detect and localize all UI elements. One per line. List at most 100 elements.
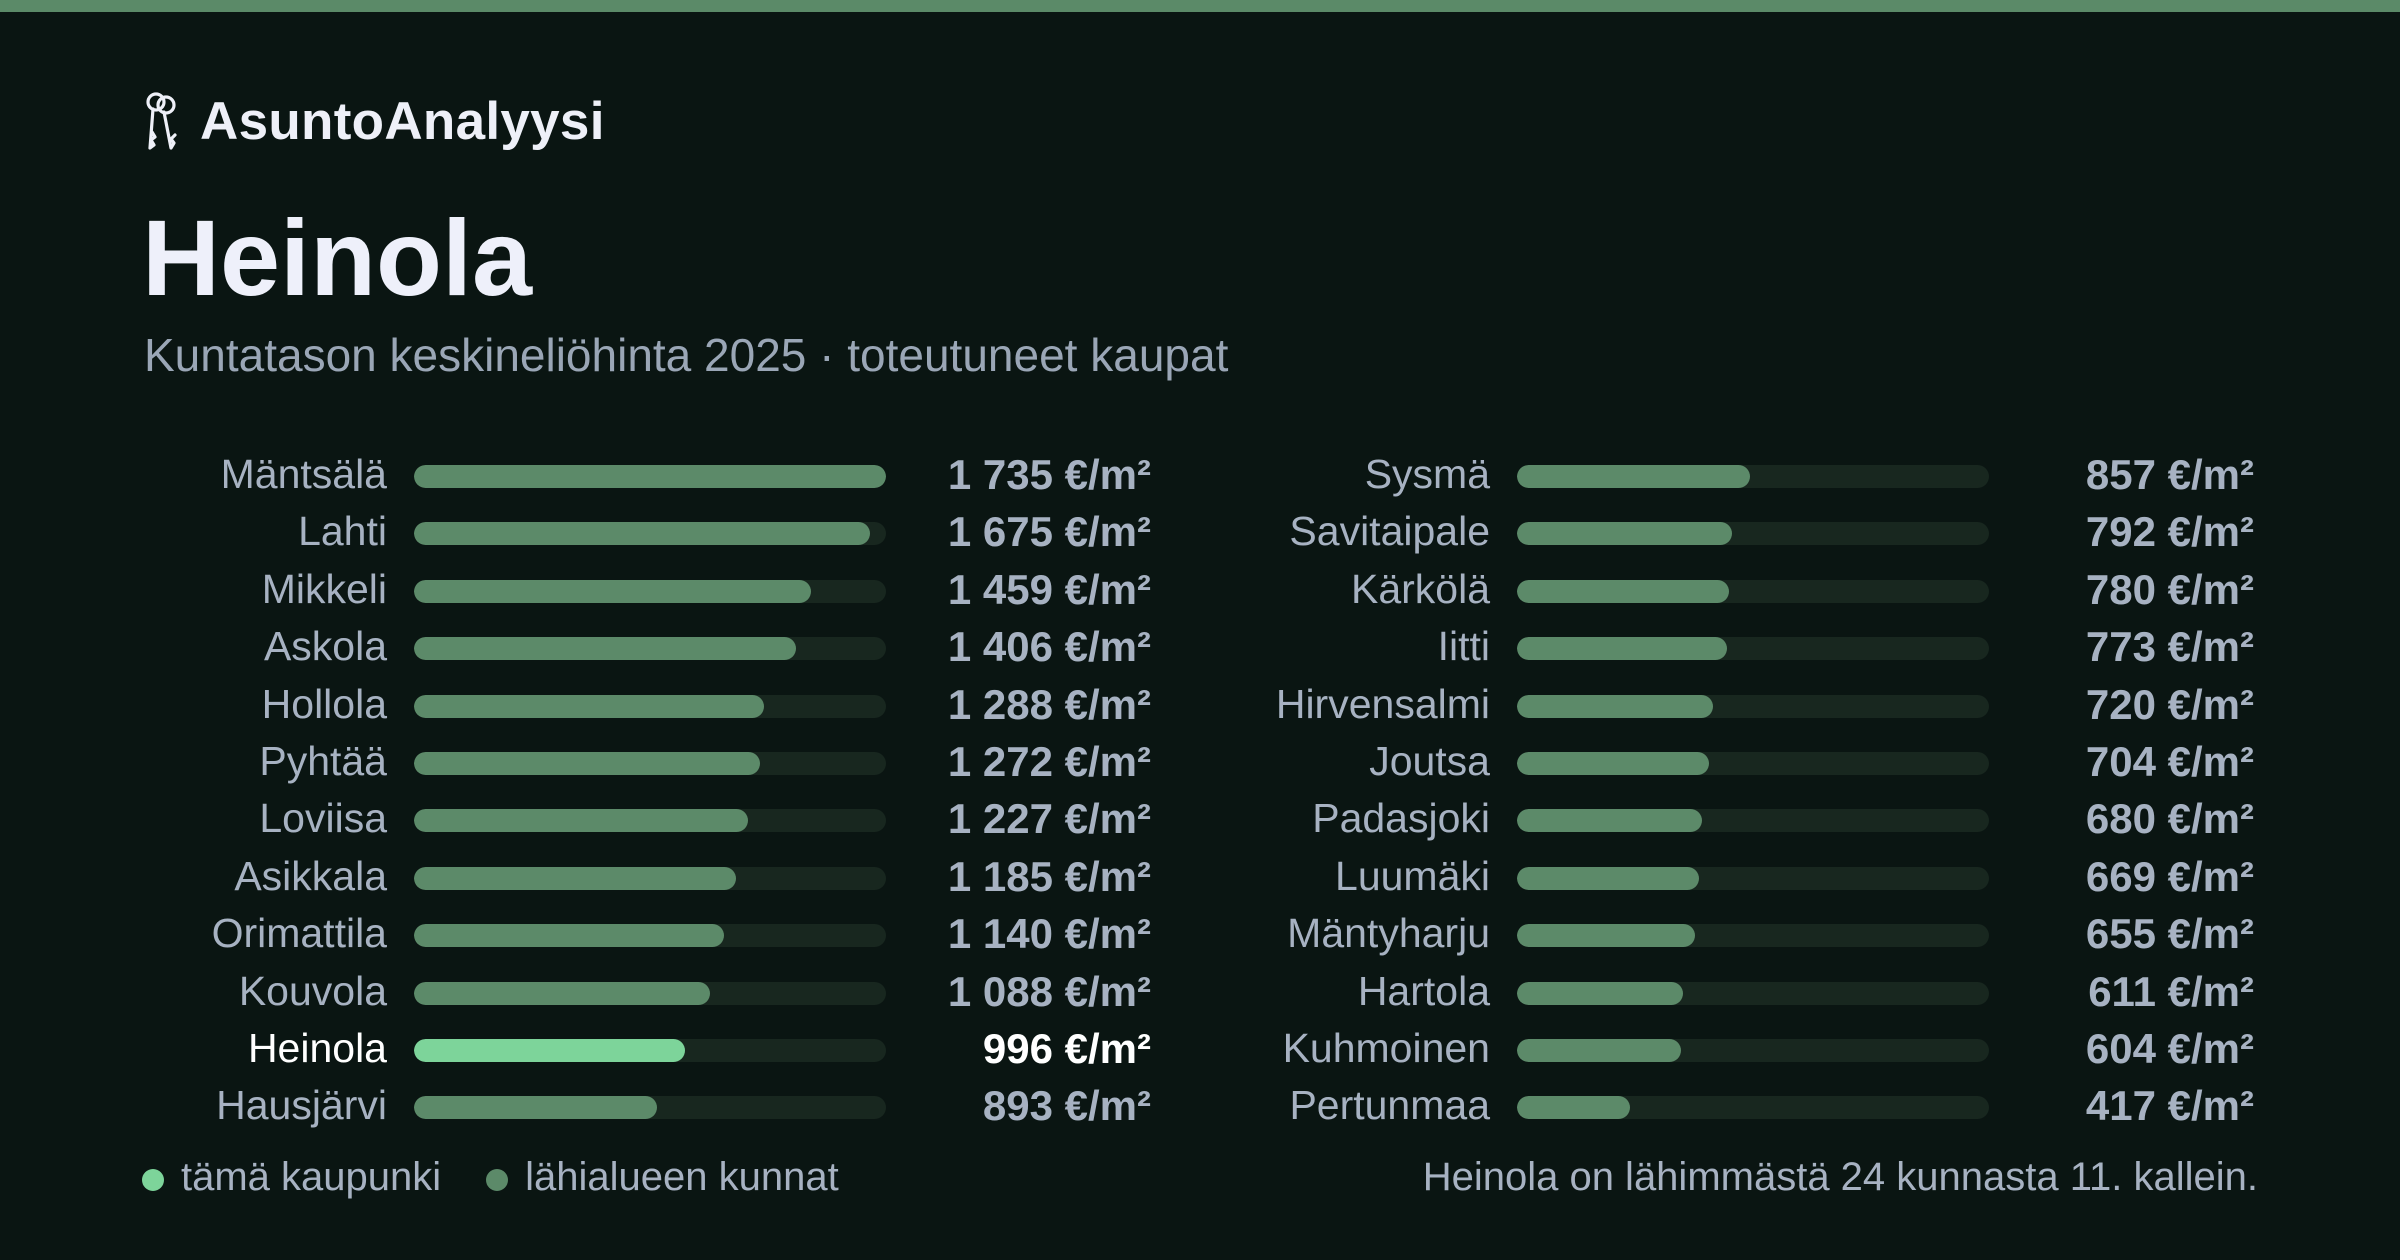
bar — [1517, 579, 1729, 603]
bar-label: Asikkala — [234, 852, 387, 899]
bar-row: Lahti 1 675 €/m² — [0, 503, 1151, 560]
bar-row: Askola 1 406 €/m² — [0, 618, 1151, 675]
bar-value-label: 669 €/m² — [2085, 852, 2254, 900]
bar-value-label: 417 €/m² — [2085, 1082, 2254, 1130]
keys-icon — [142, 90, 180, 152]
legend-label-highlight: tämä kaupunki — [181, 1154, 442, 1199]
page-title: Heinola — [142, 197, 533, 318]
bar — [414, 981, 710, 1005]
page-subtitle: Kuntatason keskineliöhinta 2025 · toteut… — [144, 329, 1229, 381]
bar-track — [1517, 465, 1989, 488]
bar-value-label: 1 406 €/m² — [947, 623, 1151, 671]
bar — [414, 866, 736, 890]
bar-column-left: Mäntsälä 1 735 €/m² Lahti 1 675 €/m² Mikkeli… — [0, 446, 1151, 1135]
bar-row: Orimattila 1 140 €/m² — [0, 905, 1151, 962]
bar-label: Luumäki — [1335, 852, 1490, 899]
bar-track — [1517, 522, 1989, 546]
bar-value-label: 720 €/m² — [2085, 680, 2254, 728]
bar-track — [414, 1096, 886, 1120]
bar-track — [1517, 809, 1989, 833]
legend: tämä kaupunki lähialueen kunnat — [142, 1152, 884, 1202]
bar — [1517, 751, 1709, 775]
bar-label: Kouvola — [238, 967, 387, 1014]
bar-track — [414, 637, 886, 661]
bar — [1517, 866, 1699, 890]
bar-value-label: 1 272 €/m² — [947, 737, 1151, 785]
bar — [1517, 1096, 1630, 1120]
bar-track — [414, 1038, 886, 1062]
legend-swatch-highlight — [142, 1169, 164, 1191]
bar-label: Kuhmoinen — [1282, 1024, 1490, 1071]
bar-track — [414, 924, 886, 948]
bar-label: Lahti — [298, 508, 387, 555]
bar-label: Pyhtää — [259, 737, 387, 784]
legend-item-highlight: tämä kaupunki — [142, 1155, 441, 1200]
bar — [1517, 924, 1695, 948]
top-accent-bar — [0, 0, 2400, 12]
bar-label: Kärkölä — [1350, 565, 1490, 612]
bar-value-label: 893 €/m² — [982, 1082, 1151, 1130]
bar — [1517, 809, 1702, 833]
bar-value-label: 1 675 €/m² — [947, 508, 1151, 556]
bar — [414, 751, 760, 775]
bar-row: Hirvensalmi 720 €/m² — [1103, 676, 2254, 733]
bar-row: Kouvola 1 088 €/m² — [0, 963, 1151, 1020]
bar-label: Hausjärvi — [216, 1082, 387, 1129]
bar-value-label: 1 288 €/m² — [947, 680, 1151, 728]
bar-track — [1517, 866, 1989, 890]
bar — [414, 465, 886, 488]
bar — [414, 924, 724, 948]
bar-track — [414, 751, 886, 775]
bar-row: Hausjärvi 893 €/m² — [0, 1077, 1151, 1134]
bar-label: Padasjoki — [1312, 795, 1490, 842]
bar — [414, 694, 764, 718]
bar-track — [414, 866, 886, 890]
bar — [1517, 465, 1750, 488]
bar-label: Askola — [263, 623, 387, 670]
bar-label: Hirvensalmi — [1275, 680, 1490, 727]
bar-label: Mäntsälä — [220, 451, 387, 497]
brand: AsuntoAnalyysi — [142, 88, 605, 154]
bar-row: Mäntsälä 1 735 €/m² — [0, 446, 1151, 503]
bar-track — [1517, 637, 1989, 661]
bar-value-label: 1 459 €/m² — [947, 565, 1151, 613]
bar-track — [414, 809, 886, 833]
bar-track — [1517, 694, 1989, 718]
bar-value-label: 792 €/m² — [2085, 508, 2254, 556]
bar-label: Iitti — [1437, 623, 1490, 670]
bar-column-right: Sysmä 857 €/m² Savitaipale 792 €/m² Kärkölä 7… — [1103, 446, 2254, 1135]
bar-value-label: 704 €/m² — [2085, 737, 2254, 785]
bar — [414, 1038, 685, 1062]
bar — [1517, 694, 1713, 718]
legend-swatch-base — [486, 1169, 509, 1191]
bar — [1517, 1038, 1681, 1062]
bar-label: Heinola — [247, 1024, 387, 1071]
bar-track — [414, 522, 886, 546]
bar-track — [1517, 751, 1989, 775]
bar-row: Luumäki 669 €/m² — [1103, 848, 2254, 905]
bar-label: Pertunmaa — [1289, 1082, 1490, 1129]
bar-row: Hartola 611 €/m² — [1103, 963, 2254, 1020]
bar — [414, 1096, 657, 1120]
bar-row: Sysmä 857 €/m² — [1103, 446, 2254, 503]
bar-value-label: 655 €/m² — [2085, 910, 2254, 958]
bar — [414, 809, 748, 833]
bar — [1517, 981, 1683, 1005]
bar-row: Kärkölä 780 €/m² — [1103, 561, 2254, 618]
bar-value-label: 680 €/m² — [2085, 795, 2254, 843]
bar-track — [414, 694, 886, 718]
bar-row: Padasjoki 680 €/m² — [1103, 790, 2254, 847]
bar-label: Hartola — [1357, 967, 1490, 1014]
bar-track — [414, 579, 886, 603]
bar-label: Orimattila — [211, 910, 387, 957]
ranking-note: Heinola on lähimmästä 24 kunnasta 11. ka… — [1422, 1155, 2258, 1199]
bar-value-label: 1 227 €/m² — [947, 795, 1151, 843]
bar — [414, 522, 870, 546]
bar — [414, 637, 796, 661]
bar-track — [414, 465, 886, 488]
bar — [414, 579, 811, 603]
bar-row: Savitaipale 792 €/m² — [1103, 503, 2254, 560]
brand-name: AsuntoAnalyysi — [200, 91, 605, 151]
bar-value-label: 1 185 €/m² — [947, 852, 1151, 900]
bar-value-label: 857 €/m² — [2085, 451, 2254, 498]
